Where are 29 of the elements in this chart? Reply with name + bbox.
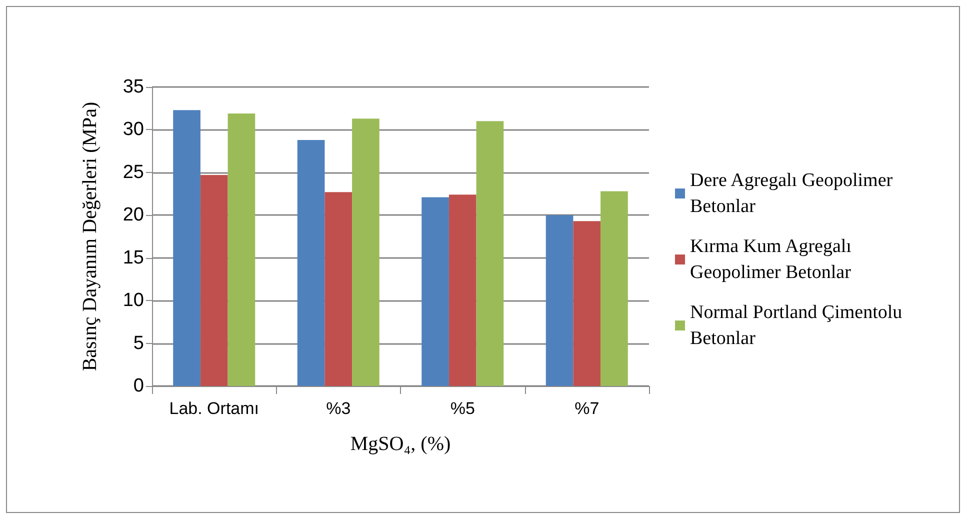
bar [173,110,200,386]
legend-label: Normal Portland Çimentolu Betonlar [690,302,907,349]
x-tick-label: Lab. Ortamı [169,399,260,418]
bar [352,118,380,386]
bar [228,113,256,386]
y-tick-label: 25 [122,162,144,183]
bar [422,197,449,386]
bar [600,191,628,386]
bar [324,192,352,386]
bar [546,215,574,386]
y-tick-label: 5 [133,332,144,354]
legend-label: Dere Agregalı Geopolimer Betonlar [690,170,898,217]
y-tick-label: 35 [122,76,144,98]
x-tick-label: %5 [450,399,475,418]
bar [448,194,476,386]
y-tick-label: 20 [122,204,144,226]
x-tick-label: %7 [574,399,600,418]
bar [573,221,601,386]
x-tick-label: %3 [326,399,351,418]
y-tick-label: 10 [122,290,144,312]
bar [200,174,228,386]
legend-label: Kırma Kum Agregalı Geopolimer Betonlar [690,236,856,283]
y-tick-label: 0 [133,376,144,396]
x-axis-title: MgSO₄, (%) [350,433,451,455]
y-tick-label: 30 [122,119,144,140]
y-tick-label: 15 [122,247,144,268]
bar [476,121,504,386]
bar [297,140,325,386]
y-axis-title: Basınç Dayanım Değerleri (MPa) [79,102,101,372]
